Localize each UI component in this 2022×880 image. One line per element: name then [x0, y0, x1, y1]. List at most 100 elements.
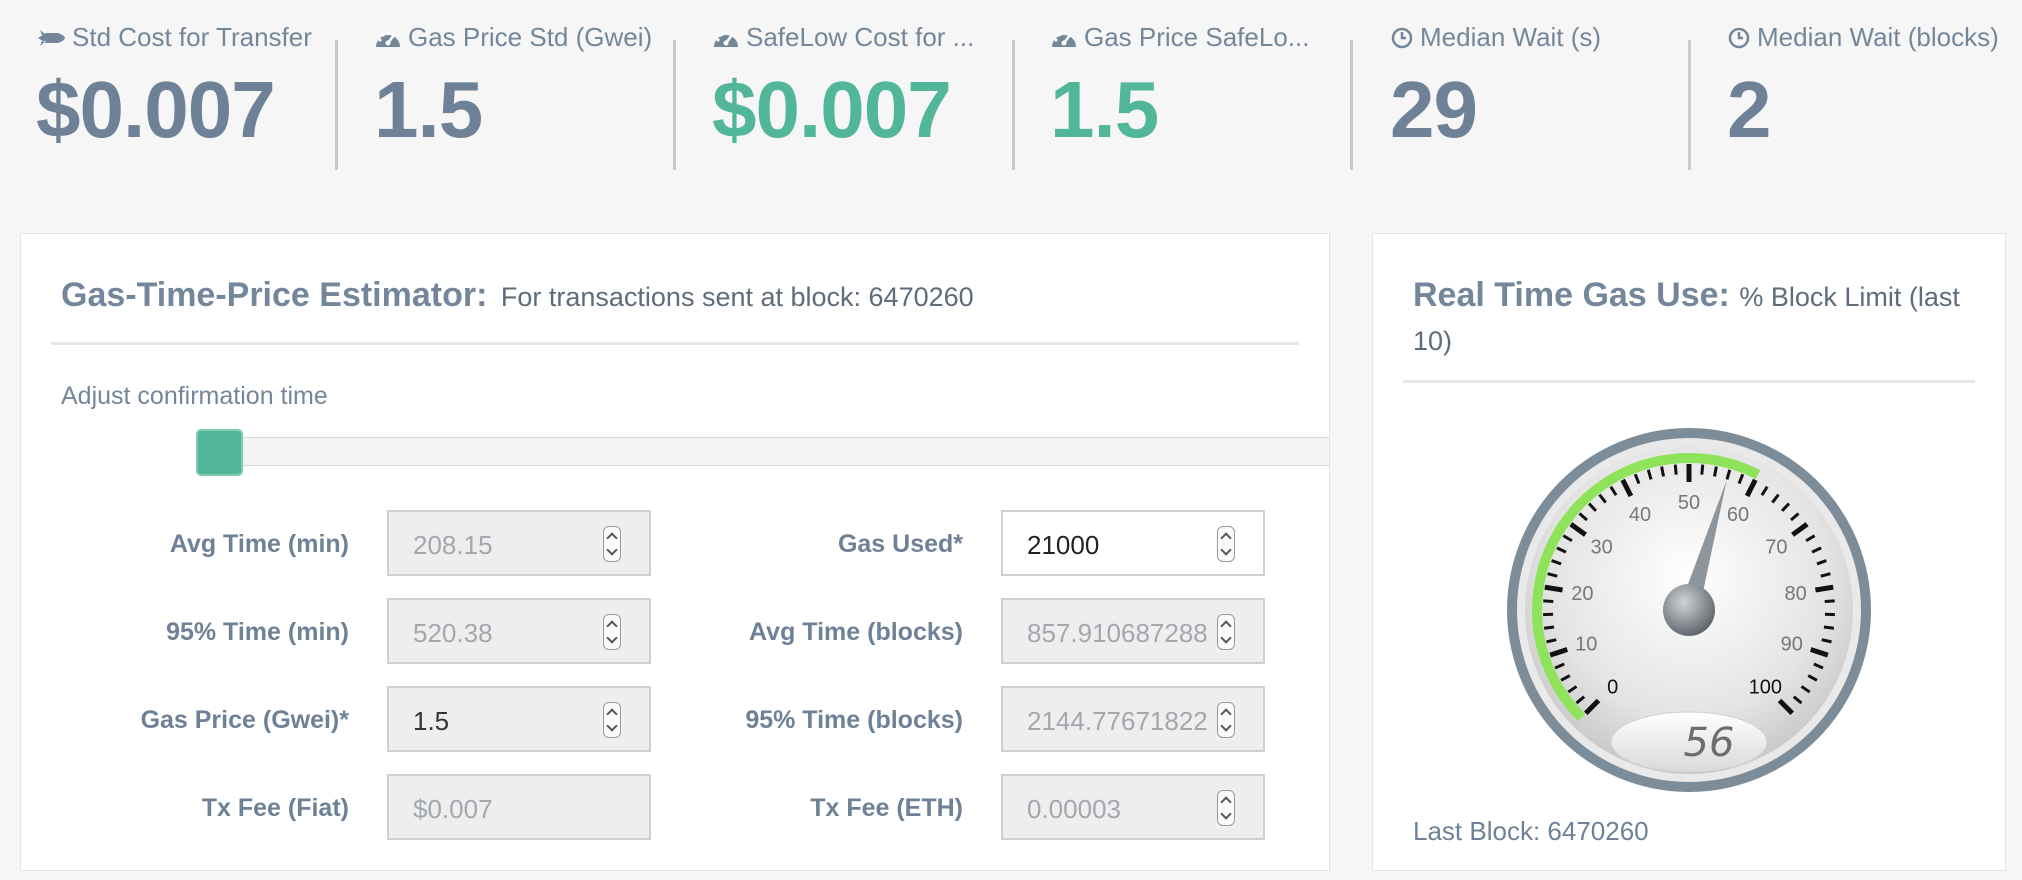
gauge-minor-tick	[1660, 466, 1665, 477]
divider	[335, 40, 338, 170]
gas-use-title: Real Time Gas Use: % Block Limit (last 1…	[1413, 274, 1973, 362]
gauge-major-tick	[1815, 584, 1834, 593]
stat-label: SafeLow Cost for ...	[746, 22, 975, 52]
stat-safelow-cost: SafeLow Cost for ... $0.007	[712, 22, 1032, 172]
clock-icon	[1391, 27, 1413, 48]
gauge-minor-tick	[1790, 512, 1800, 522]
gauge-major-tick	[1620, 478, 1634, 498]
pct95-time-blocks-field[interactable]: 2144.77671822	[1001, 686, 1265, 752]
gauge-minor-tick	[1811, 546, 1822, 554]
gauge-major-tick	[1809, 647, 1829, 658]
spinner-icon[interactable]	[603, 614, 621, 650]
gauge-tick-label: 20	[1571, 583, 1593, 605]
gauge-minor-tick	[1551, 559, 1562, 566]
gas-price-input[interactable]: 1.5	[387, 686, 651, 752]
gauge-major-tick	[1744, 478, 1758, 498]
estimator-panel: Gas-Time-Price Estimator: For transactio…	[20, 233, 1330, 871]
panel-subtitle: For transactions sent at block: 6470260	[500, 282, 974, 312]
stat-label: Std Cost for Transfer	[72, 22, 312, 52]
speedometer-icon	[376, 30, 400, 47]
spinner-icon[interactable]	[603, 526, 621, 562]
slider-label: Adjust confirmation time	[61, 382, 328, 410]
gauge-minor-tick	[1546, 638, 1557, 644]
stat-label: Gas Price Std (Gwei)	[408, 22, 653, 52]
gauge-minor-tick	[1547, 572, 1558, 578]
tx-fee-eth-label: Tx Fee (ETH)	[810, 794, 963, 822]
gauge-major-tick	[1544, 584, 1563, 593]
gas-used-label: Gas Used*	[837, 530, 963, 558]
gauge-minor-tick	[1800, 685, 1811, 694]
gauge-tick-label: 90	[1781, 633, 1803, 655]
gauge-tick-label: 30	[1591, 537, 1613, 559]
gauge-minor-tick	[1820, 572, 1831, 578]
gauge-minor-tick	[1646, 469, 1653, 480]
speedometer-icon	[714, 30, 738, 47]
gauge-tick-labels: 0 10 20 30 40 50 60 70 80 90 100	[1571, 492, 1807, 698]
gauge-tick-label: 60	[1727, 504, 1749, 526]
gauge-minor-tick	[1824, 599, 1835, 603]
gauge-minor-tick	[1813, 662, 1824, 670]
avg-time-min-label: Avg Time (min)	[169, 530, 349, 558]
spinner-icon[interactable]	[1217, 526, 1235, 562]
confirmation-time-slider-handle[interactable]	[196, 429, 243, 476]
pct95-time-min-field[interactable]: 520.38	[387, 598, 651, 664]
avg-time-blocks-field[interactable]: 857.91068728865	[1001, 598, 1265, 664]
stat-label: Median Wait (s)	[1420, 22, 1602, 52]
gauge-minor-tick	[1823, 625, 1835, 630]
clock-icon	[1728, 27, 1750, 48]
gauge-minor-tick	[1562, 534, 1573, 543]
tx-fee-fiat-field[interactable]: $0.007	[387, 774, 651, 840]
avg-time-min-field[interactable]: 208.15	[387, 510, 651, 576]
gauge-minor-tick	[1792, 695, 1803, 705]
stat-value: 1.5	[1050, 65, 1159, 154]
gauge-hub	[1663, 584, 1715, 636]
divider	[1012, 40, 1015, 170]
gauge-tick-label: 50	[1678, 492, 1700, 514]
gauge-minor-tick	[1609, 485, 1618, 496]
stat-label: Gas Price SafeLo...	[1084, 22, 1310, 52]
tx-fee-eth-field[interactable]: 0.00003	[1001, 774, 1265, 840]
pct95-time-blocks-label: 95% Time (blocks)	[745, 706, 963, 734]
gauge-minor-tick	[1556, 546, 1567, 554]
gauge-green-zone	[1532, 453, 1761, 722]
stat-std-cost: Std Cost for Transfer $0.007	[36, 22, 356, 172]
spinner-icon[interactable]	[603, 702, 621, 738]
stat-value: 2	[1727, 65, 1771, 154]
gauge-minor-tick	[1781, 502, 1791, 512]
spinner-icon[interactable]	[1217, 614, 1235, 650]
gas-price-label: Gas Price (Gwei)*	[140, 706, 349, 734]
gauge-major-tick	[1549, 647, 1569, 658]
stat-gas-price-safelow: Gas Price SafeLo... 1.5	[1050, 22, 1370, 172]
tx-fee-fiat-label: Tx Fee (Fiat)	[201, 794, 349, 822]
gas-gauge: 0 10 20 30 40 50 60 70 80 90 100 56	[1507, 428, 1871, 792]
stat-value: $0.007	[712, 65, 952, 154]
gas-used-input[interactable]: 21000	[1001, 510, 1265, 576]
gauge-minor-tick	[1598, 493, 1607, 504]
divider	[673, 40, 676, 170]
spinner-icon[interactable]	[1217, 790, 1235, 826]
gauge-needle	[1679, 480, 1727, 613]
panel-title: Real Time Gas Use:	[1413, 276, 1730, 314]
gauge-ticks	[1543, 464, 1835, 716]
spinner-icon[interactable]	[1217, 702, 1235, 738]
gauge-minor-tick	[1543, 599, 1554, 603]
gauge-tick-label: 100	[1749, 676, 1782, 698]
avg-time-blocks-label: Avg Time (blocks)	[749, 618, 963, 646]
last-block: Last Block: 6470260	[1413, 816, 1649, 846]
gauge-tick-label: 40	[1629, 504, 1651, 526]
gauge-minor-tick	[1554, 662, 1565, 670]
confirmation-time-slider-track[interactable]	[196, 437, 1329, 466]
gauge-minor-tick	[1816, 559, 1827, 566]
gauge-tick-label: 0	[1607, 676, 1618, 698]
gauge-minor-tick	[1575, 695, 1586, 705]
gauge-major-tick	[1777, 698, 1795, 716]
divider	[1688, 40, 1691, 170]
panel-subtitle: % Block Limit (last 10)	[1413, 282, 1960, 356]
gauge-minor-tick	[1805, 534, 1816, 543]
gauge-readout: 56	[1684, 720, 1735, 766]
gauge-tick-label: 10	[1575, 633, 1597, 655]
gauge-minor-tick	[1700, 464, 1705, 475]
divider	[1350, 40, 1353, 170]
gauge-minor-tick	[1760, 485, 1769, 496]
gauge-minor-tick	[1737, 473, 1745, 485]
